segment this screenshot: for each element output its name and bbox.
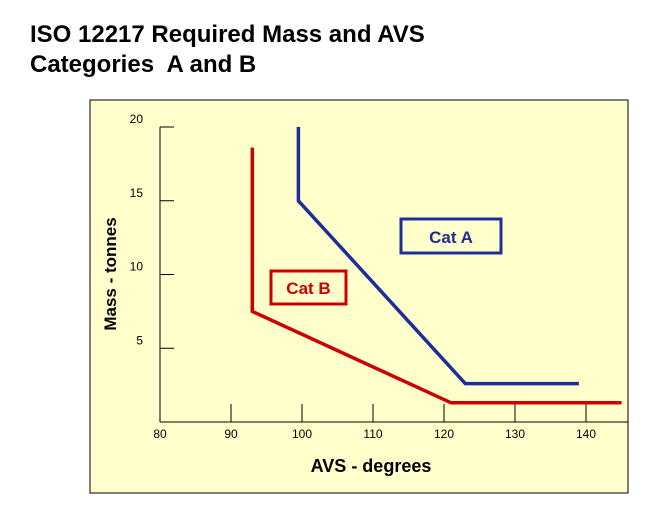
slide-title: ISO 12217 Required Mass and AVS Categori…: [30, 20, 425, 80]
x-tick-label: 110: [363, 427, 382, 441]
cat-b-line: [250, 147, 622, 405]
x-tick-label: 130: [505, 427, 525, 441]
x-tick-label: 120: [434, 427, 454, 441]
cat-a-line: [296, 127, 579, 386]
y-tick-label: 15: [130, 186, 144, 200]
cat-b-label-box: Cat B: [269, 269, 348, 306]
title-line-1: ISO 12217 Required Mass and AVS: [30, 21, 425, 48]
x-axis-ticks: 80 90 100 110 120 130 140: [153, 404, 596, 441]
y-tick-label: 10: [130, 260, 144, 274]
cat-b-label: Cat B: [286, 279, 330, 298]
y-tick-label: 20: [130, 112, 144, 126]
y-axis-label: Mass - tonnes: [101, 217, 120, 330]
x-tick-label: 140: [576, 427, 596, 441]
x-tick-label: 90: [224, 427, 238, 441]
x-tick-label: 80: [153, 427, 167, 441]
x-axis-label: AVS - degrees: [311, 456, 432, 476]
cat-a-label-box: Cat A: [399, 217, 503, 255]
series-lines: [250, 127, 622, 405]
y-tick-label: 5: [136, 333, 143, 347]
y-axis-ticks: 5 10 15 20: [130, 112, 174, 349]
title-line-2: Categories A and B: [30, 51, 257, 78]
cat-b-label-border: [269, 269, 348, 306]
chart-panel: [89, 99, 629, 494]
cat-a-label: Cat A: [429, 228, 473, 247]
cat-a-label-border: [399, 217, 503, 255]
x-tick-label: 100: [292, 427, 312, 441]
